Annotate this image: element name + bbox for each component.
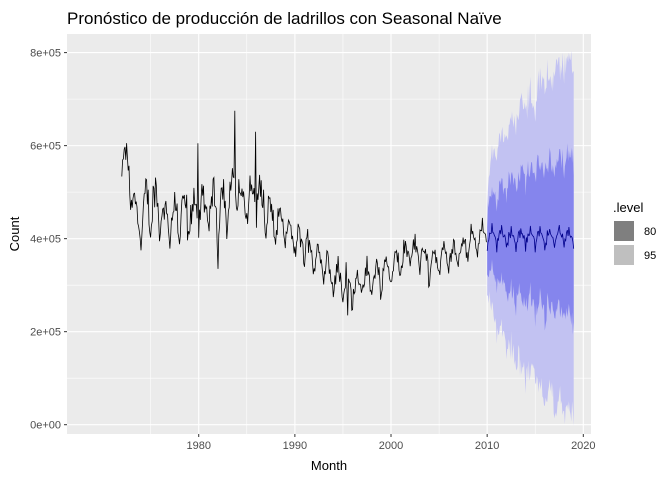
x-tick-label: 2010 (475, 440, 499, 452)
y-tick-label: 0e+00 (30, 420, 61, 432)
prediction-interval-80 (487, 143, 574, 335)
x-tick-label: 2000 (379, 440, 403, 452)
legend-key-80 (614, 221, 634, 241)
history-line (121, 110, 487, 316)
y-tick-label: 2e+05 (30, 327, 61, 339)
x-tick-label: 1980 (186, 440, 210, 452)
legend-title: .level (613, 200, 643, 215)
interval-80-area (487, 143, 574, 335)
chart-title: Pronóstico de producción de ladrillos co… (67, 9, 502, 28)
y-tick-label: 8e+05 (30, 48, 61, 60)
x-tick-label: 1990 (283, 440, 307, 452)
x-axis-title: Month (311, 458, 347, 473)
y-tick-label: 6e+05 (30, 141, 61, 153)
legend-label-80: 80 (644, 226, 656, 238)
forecast-line (486, 223, 575, 253)
series-lines (121, 110, 575, 316)
y-tick-label: 4e+05 (30, 234, 61, 246)
legend: .level 80 95 (613, 200, 656, 265)
legend-label-95: 95 (644, 250, 656, 262)
x-tick-label: 2020 (571, 440, 595, 452)
y-axis-title: Count (7, 216, 22, 251)
legend-key-95 (614, 245, 634, 265)
axis-ticks: 1980 1990 2000 2010 2020 0e+00 2e+05 4e+05 6e+05… (30, 48, 595, 452)
